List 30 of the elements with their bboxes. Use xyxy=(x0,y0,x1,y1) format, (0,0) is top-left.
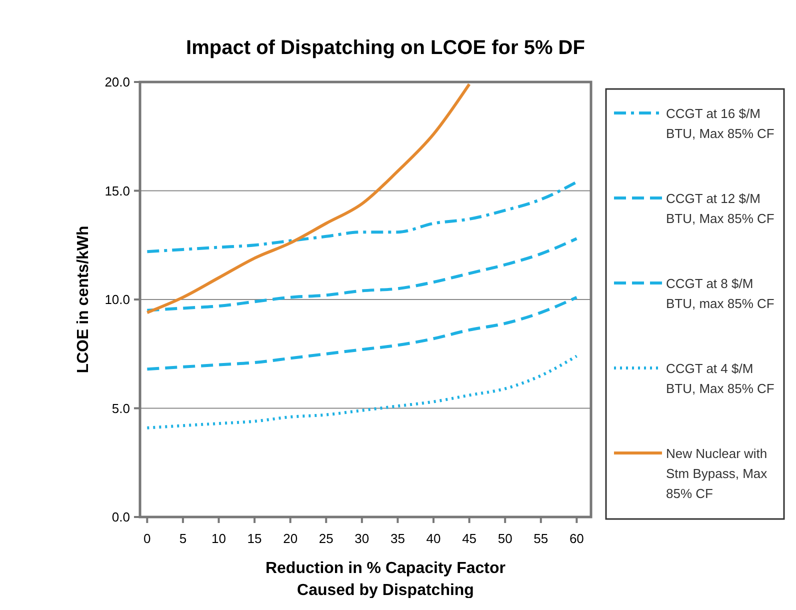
x-tick-label: 40 xyxy=(426,531,441,546)
x-tick-label: 50 xyxy=(498,531,512,546)
x-tick-label: 30 xyxy=(354,531,370,546)
legend-label: CCGT at 8 $/M BTU, max 85% CF xyxy=(666,276,774,311)
legend-label: CCGT at 4 $/M BTU, Max 85% CF xyxy=(666,361,774,396)
x-tick-label: 10 xyxy=(212,531,226,546)
y-tick-label: 10.0 xyxy=(104,292,130,308)
line-series xyxy=(146,237,578,312)
x-tick-label: 20 xyxy=(283,531,298,546)
line-series xyxy=(146,354,578,430)
x-tick-label: 45 xyxy=(462,531,477,546)
y-axis-title: LCOE in cents/kWh xyxy=(75,226,92,374)
x-tick-label: 5 xyxy=(179,531,187,546)
x-tick-label: 60 xyxy=(569,531,584,546)
y-tick-label: 0.0 xyxy=(112,510,130,525)
line-series xyxy=(146,180,578,254)
legend-label: CCGT at 16 $/M BTU, Max 85% CF xyxy=(666,106,774,141)
y-tick-label: 5.0 xyxy=(112,400,130,416)
legend-label: CCGT at 12 $/M BTU, Max 85% CF xyxy=(666,191,774,226)
x-tick-label: 15 xyxy=(247,531,262,546)
x-tick-label: 0 xyxy=(144,531,151,546)
line-series xyxy=(146,82,471,314)
line-series xyxy=(146,296,578,371)
chart-title: Impact of Dispatching on LCOE for 5% DF xyxy=(186,37,585,59)
x-tick-label: 25 xyxy=(318,531,334,546)
legend-label: New Nuclear with Stm Bypass, Max 85% CF xyxy=(666,446,768,501)
x-tick-label: 35 xyxy=(390,531,405,546)
x-tick-label: 55 xyxy=(534,531,548,546)
y-tick-label: 20.0 xyxy=(104,74,130,90)
y-tick-label: 15.0 xyxy=(104,183,130,198)
